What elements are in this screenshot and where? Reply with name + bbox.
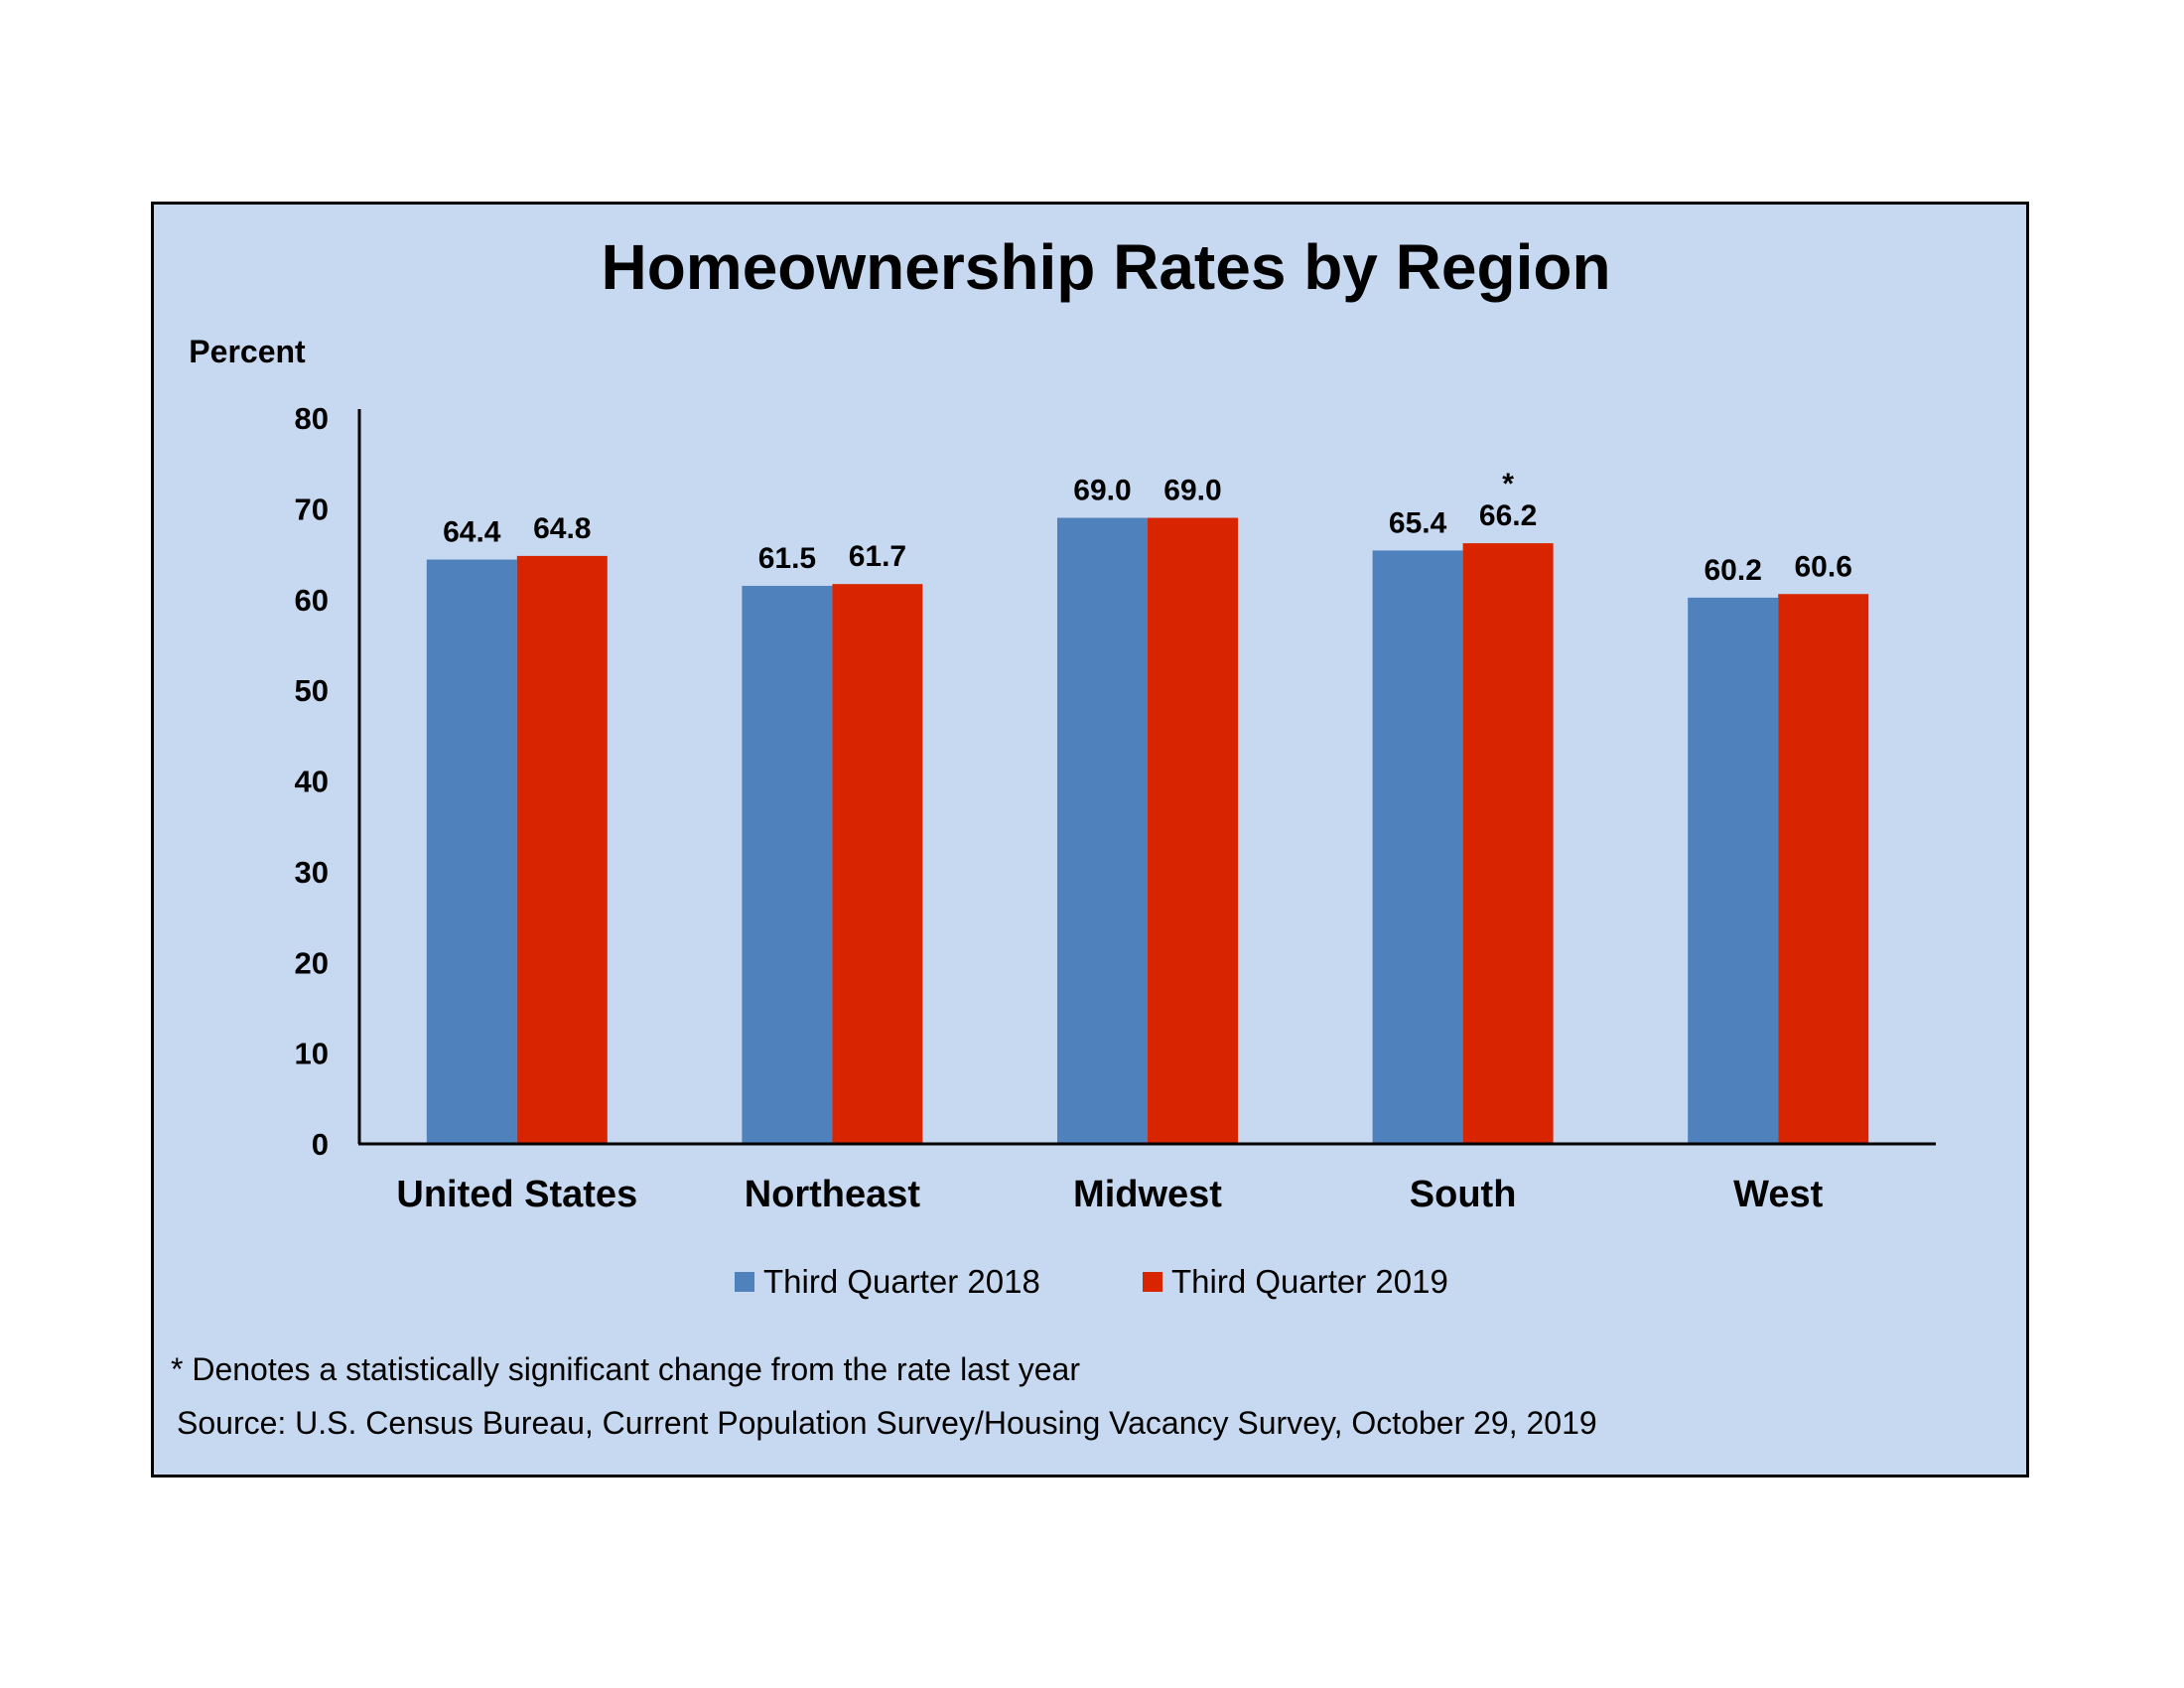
bars (426, 517, 1869, 1144)
data-labels: 64.4 64.8 61.5 61.7 69.0 69.0 65.4 66.2 60.2 60.6… (443, 468, 1852, 587)
y-tick-label: 30 (295, 855, 329, 890)
category-labels: United States Northeast Midwest South West (396, 1174, 1823, 1215)
data-label: 60.6 (1795, 550, 1852, 583)
category-label: United States (396, 1174, 637, 1215)
y-tick-label: 50 (295, 673, 329, 708)
bar (1057, 517, 1148, 1144)
legend-label: Third Quarter 2019 (1171, 1263, 1448, 1300)
footnote: * Denotes a statistically significant ch… (171, 1351, 1080, 1387)
data-label: 69.0 (1163, 475, 1221, 507)
y-tick-label: 10 (295, 1037, 329, 1071)
y-tick-label: 0 (312, 1127, 329, 1162)
source-note: Source: U.S. Census Bureau, Current Popu… (177, 1405, 1597, 1441)
category-label: South (1410, 1174, 1517, 1215)
legend: Third Quarter 2018 Third Quarter 2019 (735, 1263, 1448, 1300)
y-axis-label: Percent (189, 334, 306, 369)
bar (1778, 594, 1869, 1144)
significance-mark: * (1502, 468, 1514, 500)
data-label: 60.2 (1705, 554, 1762, 587)
legend-swatch (1143, 1272, 1162, 1292)
data-label: 61.5 (758, 542, 816, 575)
data-label: 65.4 (1389, 506, 1447, 539)
data-label: 64.4 (443, 516, 501, 549)
y-tick-label: 70 (295, 492, 329, 526)
bar (516, 555, 608, 1144)
y-tick-label: 40 (295, 765, 329, 799)
category-label: Northeast (745, 1174, 921, 1215)
category-label: Midwest (1073, 1174, 1222, 1215)
bar (1148, 517, 1238, 1144)
bar (1688, 597, 1779, 1144)
data-label: 69.0 (1073, 475, 1131, 507)
y-tick-label: 60 (295, 583, 329, 618)
bar (1462, 543, 1554, 1144)
legend-label: Third Quarter 2018 (763, 1263, 1040, 1300)
bar (832, 584, 923, 1144)
bar (742, 586, 833, 1144)
bar (426, 559, 517, 1144)
legend-swatch (735, 1272, 754, 1292)
chart-title: Homeownership Rates by Region (601, 231, 1610, 303)
category-label: West (1733, 1174, 1823, 1215)
chart-svg: Homeownership Rates by Region Percent 0 1… (171, 231, 1936, 1441)
bar (1372, 550, 1463, 1144)
y-tick-label: 80 (295, 401, 329, 436)
data-label: 61.7 (849, 540, 906, 573)
data-label: 66.2 (1479, 499, 1537, 532)
y-tick-label: 20 (295, 945, 329, 980)
y-axis-ticks: 0 10 20 30 40 50 60 70 80 (295, 401, 329, 1162)
data-label: 64.8 (533, 512, 591, 545)
chart-panel: Homeownership Rates by Region Percent 0 1… (151, 202, 2029, 1477)
